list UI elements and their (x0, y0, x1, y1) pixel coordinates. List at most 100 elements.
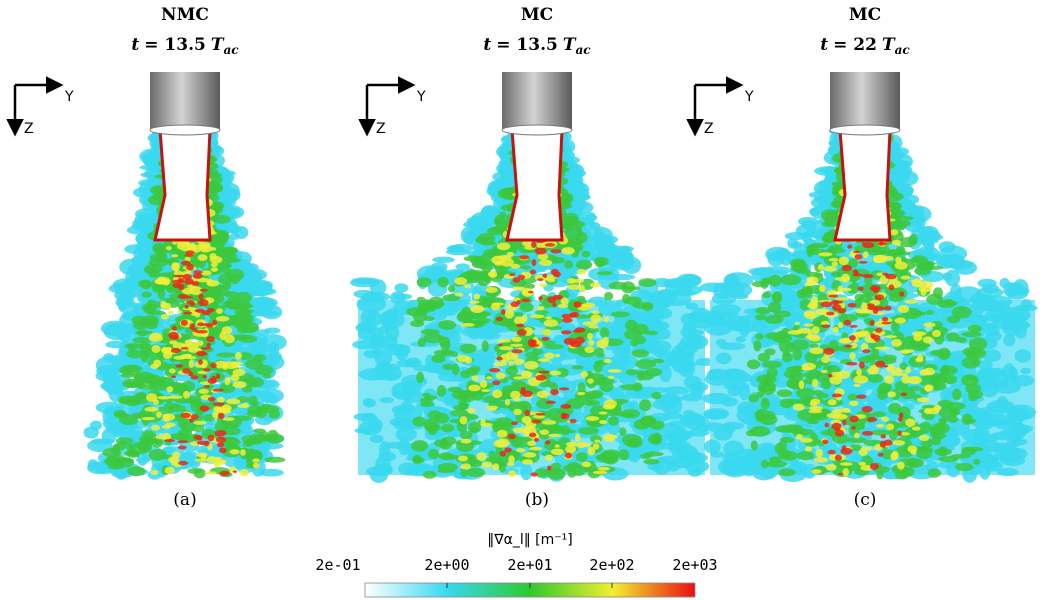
flow-blob (584, 346, 595, 354)
flow-blob (801, 231, 813, 243)
flow-blob (632, 382, 643, 392)
flow-blob (447, 284, 456, 293)
flow-blob (264, 456, 286, 463)
panel-caption: (b) (525, 490, 549, 510)
flow-blob (608, 416, 620, 426)
flow-blob (224, 291, 241, 299)
flow-blob (195, 329, 208, 334)
flow-blob (496, 356, 503, 361)
flow-blob (702, 392, 732, 405)
flow-blob (519, 265, 532, 270)
flow-blob (157, 395, 171, 400)
flow-blob (167, 310, 174, 315)
flow-blob (718, 342, 746, 351)
flow-blob (513, 311, 524, 317)
flow-blob (204, 471, 217, 475)
flow-blob (734, 448, 759, 466)
flow-blob (451, 363, 460, 376)
flow-blob (131, 315, 147, 325)
flow-blob (112, 443, 120, 455)
flow-blob (582, 321, 597, 326)
flow-blob (570, 187, 590, 202)
flow-blob (497, 338, 511, 343)
flow-blob (604, 291, 614, 301)
flow-blob (398, 438, 411, 456)
flow-blob (427, 448, 440, 460)
flow-blob (199, 288, 209, 292)
flow-blob (538, 259, 553, 266)
flow-blob (454, 292, 464, 297)
flow-blob (219, 331, 227, 341)
flow-blob (643, 458, 660, 465)
flow-blob (232, 470, 238, 473)
flow-blob (210, 267, 219, 272)
flow-blob (578, 284, 586, 293)
flow-blob (90, 438, 115, 445)
flow-blob (499, 450, 506, 457)
flow-blob (166, 386, 174, 393)
flow-blob (599, 327, 610, 338)
flow-blob (510, 301, 520, 308)
flow-blob (603, 399, 617, 408)
flow-blob (237, 404, 250, 409)
flow-blob (781, 424, 802, 433)
flow-blob (550, 268, 559, 275)
flow-blob (552, 294, 563, 300)
flow-blob (147, 374, 161, 383)
flow-blob (210, 247, 217, 251)
flow-blob (534, 310, 550, 315)
flow-blob (1005, 311, 1027, 322)
flow-blob (1016, 287, 1030, 295)
flow-blob (223, 415, 243, 428)
flow-blob (411, 440, 429, 452)
flow-blob (470, 304, 485, 314)
flow-blob (558, 387, 570, 391)
panel-time: t = 13.5 Tac (131, 35, 239, 57)
flow-blob (871, 411, 886, 418)
flow-blob (366, 310, 382, 327)
flow-blob (550, 462, 562, 470)
flow-blob (118, 302, 145, 315)
flow-blob (582, 302, 596, 308)
flow-blob (215, 373, 221, 380)
flow-blob (591, 310, 600, 315)
flow-blob (596, 347, 604, 356)
flow-blob (563, 212, 579, 223)
flow-blob (531, 259, 537, 267)
flow-blob (200, 270, 212, 276)
flow-blob (922, 265, 944, 271)
flow-blob (146, 393, 158, 402)
flow-blob (651, 399, 678, 410)
flow-blob (157, 276, 167, 285)
flow-blob (473, 293, 481, 300)
flow-blob (550, 249, 562, 254)
flow-blob (233, 304, 244, 311)
flow-blob (581, 461, 592, 468)
flow-blob (544, 243, 556, 247)
flow-blob (225, 376, 232, 381)
flow-blob (183, 390, 190, 399)
flow-blob (420, 328, 440, 335)
flow-blob (999, 455, 1026, 466)
flow-blob (465, 367, 479, 376)
flow-blob (508, 470, 517, 477)
flow-blob (168, 331, 179, 339)
flow-blob (506, 462, 515, 467)
flow-blob (220, 263, 232, 269)
flow-blob (780, 274, 802, 286)
flow-blob (437, 276, 449, 288)
flow-blob (232, 381, 247, 389)
flow-blob (909, 233, 918, 245)
flow-blob (575, 259, 593, 270)
time-var: t (820, 35, 828, 55)
flow-blob (417, 462, 429, 472)
flow-blob (216, 442, 225, 448)
flow-blob (735, 336, 746, 343)
flow-blob (894, 219, 911, 227)
flow-blob (972, 458, 981, 465)
flow-blob (106, 454, 127, 465)
flow-blob (554, 353, 561, 358)
flow-blob (461, 322, 475, 327)
flow-blob (161, 303, 168, 308)
